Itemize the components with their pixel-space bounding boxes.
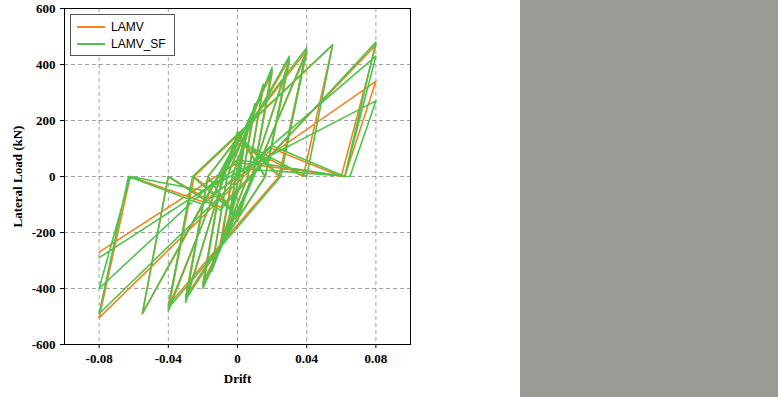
svg-text:0.08: 0.08 [365, 351, 388, 366]
html-text:LAMV_SF: LAMV_SF [111, 36, 166, 51]
svg-text:0: 0 [49, 169, 56, 184]
svg-text:-200: -200 [32, 225, 56, 240]
svg-text:0: 0 [234, 351, 241, 366]
svg-text:-400: -400 [32, 281, 56, 296]
svg-text:-0.08: -0.08 [86, 351, 114, 366]
svg-text:Lateral Load (kN): Lateral Load (kN) [10, 126, 25, 228]
svg-text:-0.04: -0.04 [155, 351, 183, 366]
svg-text:600: 600 [36, 1, 56, 16]
html-text:LAMV: LAMV [111, 19, 144, 34]
svg-text:0.04: 0.04 [295, 351, 318, 366]
svg-text:400: 400 [36, 57, 56, 72]
svg-text:Drift: Drift [224, 371, 252, 386]
svg-text:200: 200 [36, 113, 56, 128]
svg-text:-600: -600 [32, 337, 56, 352]
